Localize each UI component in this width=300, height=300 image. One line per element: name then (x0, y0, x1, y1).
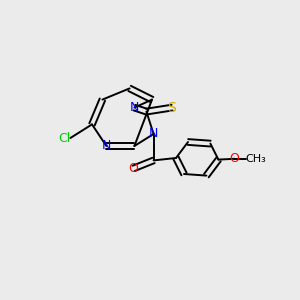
Text: S: S (168, 100, 176, 115)
Text: O: O (230, 152, 239, 165)
Text: CH₃: CH₃ (246, 154, 266, 164)
Text: Cl: Cl (58, 131, 70, 145)
Text: N: N (149, 128, 158, 140)
Text: N: N (130, 101, 139, 114)
Text: N: N (102, 140, 111, 152)
Text: O: O (129, 162, 139, 175)
